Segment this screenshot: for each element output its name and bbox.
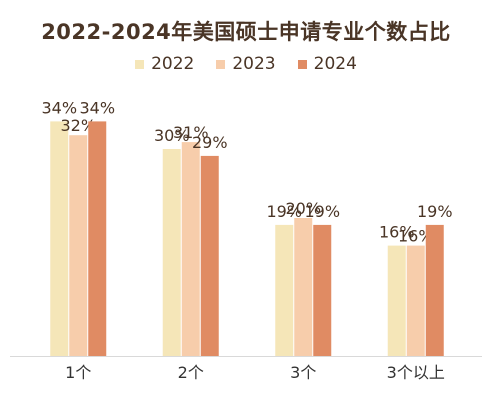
data-label-2023-2: 31%: [173, 123, 209, 142]
chart-title: 2022-2024年美国硕士申请专业个数占比: [41, 20, 451, 44]
data-label-2023-4: 16%: [398, 227, 434, 246]
bar-2022-2: [162, 149, 181, 356]
bar-2023-4: [406, 245, 425, 356]
bar-2023-3: [294, 218, 313, 356]
data-label-2022-3: 19%: [266, 202, 302, 221]
bar-2022-1: [50, 121, 69, 357]
legend-label-2023: 2023: [232, 54, 276, 74]
x-tick-label-1: 1个: [65, 363, 91, 382]
bar-2022-3: [275, 224, 294, 356]
data-label-2023-1: 32%: [60, 116, 96, 135]
chart-legend: 2022 2023 2024: [0, 54, 492, 74]
bar-2024-2: [200, 155, 219, 356]
legend-item-2023: 2023: [216, 54, 276, 74]
bar-2024-4: [425, 224, 444, 356]
x-tick-label-4: 3个以上: [387, 363, 445, 382]
x-tick-label-3: 3个: [290, 363, 316, 382]
data-label-2022-4: 16%: [379, 223, 415, 242]
data-label-2022-1: 34%: [41, 98, 77, 117]
x-tick-label-2: 2个: [178, 363, 204, 382]
data-label-2022-2: 30%: [154, 126, 190, 145]
data-label-2023-3: 20%: [285, 199, 321, 218]
bar-2023-2: [181, 142, 200, 356]
bar-2022-4: [387, 245, 406, 356]
bar-2023-1: [69, 135, 88, 356]
data-label-2024-4: 19%: [417, 202, 453, 221]
bar-2024-3: [313, 224, 332, 356]
legend-swatch-2022: [135, 59, 145, 69]
legend-item-2022: 2022: [135, 54, 194, 74]
legend-item-2024: 2024: [297, 54, 357, 74]
data-label-2024-1: 34%: [79, 98, 115, 117]
data-label-2024-2: 29%: [192, 133, 228, 152]
legend-swatch-2024: [297, 59, 307, 69]
data-label-2024-3: 19%: [304, 202, 340, 221]
legend-label-2022: 2022: [151, 54, 195, 74]
legend-swatch-2023: [216, 59, 226, 69]
bar-2024-1: [88, 121, 107, 357]
legend-label-2024: 2024: [313, 54, 357, 74]
